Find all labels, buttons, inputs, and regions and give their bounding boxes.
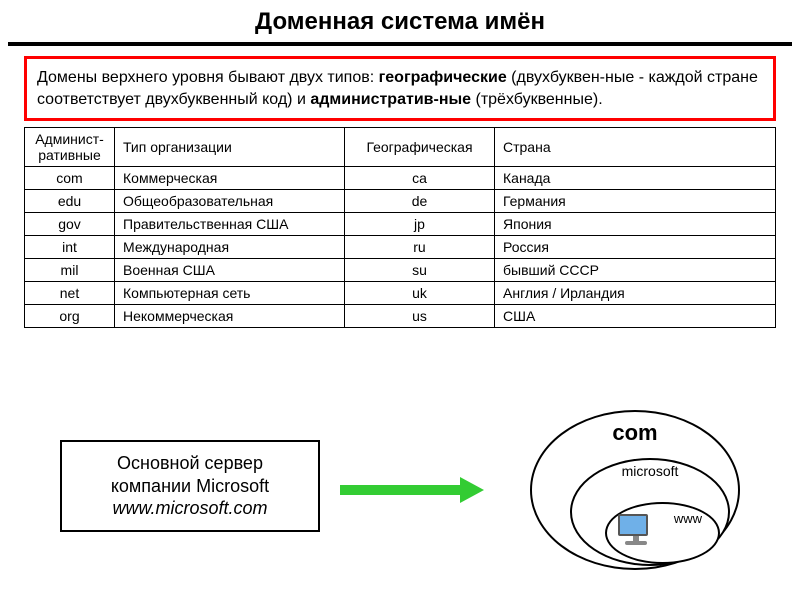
venn-label-microsoft: microsoft (600, 464, 700, 478)
cell-type: Некоммерческая (115, 305, 345, 328)
cell-country: США (495, 305, 776, 328)
table-row: mil Военная США su бывший СССР (25, 259, 776, 282)
server-line1: Основной сервер (74, 452, 306, 475)
cell-type: Компьютерная сеть (115, 282, 345, 305)
cell-admin: gov (25, 213, 115, 236)
title-rule (8, 42, 792, 46)
cell-type: Международная (115, 236, 345, 259)
desc-text: (трёхбуквенные). (471, 91, 603, 108)
table-row: com Коммерческая ca Канада (25, 167, 776, 190)
col-admin-header: Админист-ративные (25, 128, 115, 167)
cell-geo: us (345, 305, 495, 328)
description-box: Домены верхнего уровня бывают двух типов… (24, 56, 776, 121)
desc-bold-admin: административ-ные (310, 91, 471, 108)
col-geo-header: Географическая (345, 128, 495, 167)
cell-country: Япония (495, 213, 776, 236)
cell-country: Англия / Ирландия (495, 282, 776, 305)
cell-admin: org (25, 305, 115, 328)
domain-table: Админист-ративные Тип организации Геогра… (24, 127, 776, 328)
cell-type: Военная США (115, 259, 345, 282)
desc-bold-geo: географические (379, 69, 507, 86)
cell-geo: de (345, 190, 495, 213)
venn-label-com: com (595, 420, 675, 446)
cell-admin: mil (25, 259, 115, 282)
cell-geo: jp (345, 213, 495, 236)
cell-admin: edu (25, 190, 115, 213)
table-row: int Международная ru Россия (25, 236, 776, 259)
venn-label-www: www (668, 512, 708, 525)
page-title: Доменная система имён (0, 0, 800, 42)
col-type-header: Тип организации (115, 128, 345, 167)
arrow-shaft (340, 485, 460, 495)
server-box: Основной сервер компании Microsoft www.m… (60, 440, 320, 532)
monitor-screen (618, 514, 648, 536)
cell-geo: su (345, 259, 495, 282)
cell-admin: net (25, 282, 115, 305)
server-line2: компании Microsoft (74, 475, 306, 498)
cell-geo: uk (345, 282, 495, 305)
server-line3: www.microsoft.com (74, 497, 306, 520)
cell-admin: com (25, 167, 115, 190)
computer-icon (618, 514, 654, 550)
table-header-row: Админист-ративные Тип организации Геогра… (25, 128, 776, 167)
cell-geo: ru (345, 236, 495, 259)
bottom-region: Основной сервер компании Microsoft www.m… (0, 420, 800, 580)
cell-type: Коммерческая (115, 167, 345, 190)
monitor-base (625, 541, 647, 545)
arrow-icon (340, 480, 490, 500)
venn-diagram: com microsoft www (510, 410, 760, 575)
cell-type: Общеобразовательная (115, 190, 345, 213)
cell-admin: int (25, 236, 115, 259)
table-row: edu Общеобразовательная de Германия (25, 190, 776, 213)
cell-geo: ca (345, 167, 495, 190)
cell-country: Канада (495, 167, 776, 190)
table-row: org Некоммерческая us США (25, 305, 776, 328)
cell-type: Правительственная США (115, 213, 345, 236)
cell-country: Германия (495, 190, 776, 213)
cell-country: бывший СССР (495, 259, 776, 282)
desc-text: Домены верхнего уровня бывают двух типов… (37, 69, 379, 86)
cell-country: Россия (495, 236, 776, 259)
col-country-header: Страна (495, 128, 776, 167)
table-row: net Компьютерная сеть uk Англия / Ирланд… (25, 282, 776, 305)
arrow-head (460, 477, 484, 503)
table-row: gov Правительственная США jp Япония (25, 213, 776, 236)
